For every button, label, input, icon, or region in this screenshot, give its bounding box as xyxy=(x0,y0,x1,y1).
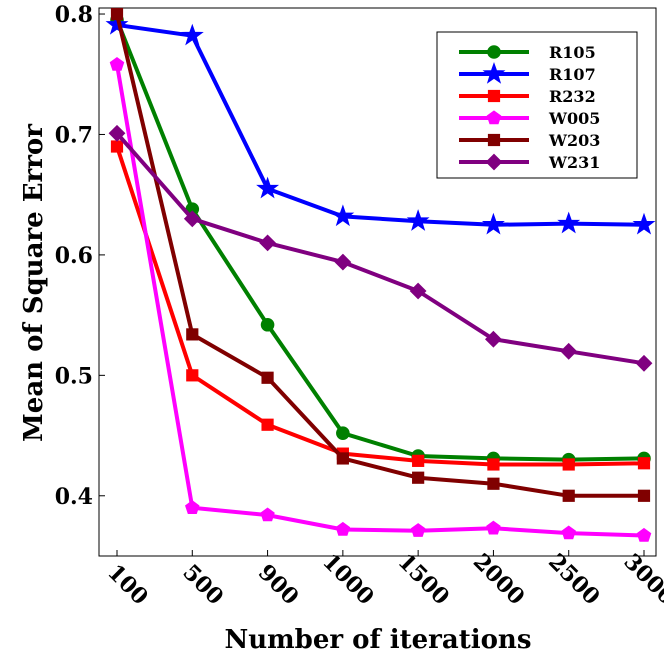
x-tick-label: 3000 xyxy=(618,549,664,611)
series-line xyxy=(115,64,645,538)
marker xyxy=(632,212,656,235)
marker xyxy=(335,521,351,536)
marker xyxy=(410,523,426,537)
series-line xyxy=(115,19,645,462)
legend: R105 R107 R232 W005 W203 W231 xyxy=(436,31,638,179)
marker xyxy=(109,56,125,71)
x-tick-label: 1500 xyxy=(393,549,455,611)
marker xyxy=(110,140,124,153)
y-tick-label: 0.5 xyxy=(55,363,93,389)
plot-frame xyxy=(98,7,657,557)
marker xyxy=(336,452,349,465)
legend-label: W005 xyxy=(548,109,600,128)
marker xyxy=(108,124,126,142)
marker xyxy=(636,527,652,542)
y-tick-label: 0.7 xyxy=(55,122,93,148)
marker xyxy=(259,234,277,252)
marker xyxy=(331,204,355,227)
marker xyxy=(561,525,576,540)
marker xyxy=(186,328,199,341)
x-tick-label: 500 xyxy=(178,559,229,610)
marker xyxy=(484,330,502,348)
legend-label: R232 xyxy=(549,87,596,106)
marker xyxy=(635,354,653,372)
y-tick-label: 0.8 xyxy=(55,2,93,28)
legend-label: R107 xyxy=(549,65,596,84)
x-axis-title: Number of iterations xyxy=(225,625,532,655)
marker xyxy=(260,507,275,522)
marker xyxy=(260,317,275,332)
marker xyxy=(637,489,651,502)
x-tick-label: 100 xyxy=(102,559,153,610)
marker xyxy=(110,7,124,21)
marker xyxy=(486,110,502,125)
marker xyxy=(261,418,274,431)
marker xyxy=(562,489,575,502)
marker xyxy=(409,282,427,300)
marker xyxy=(637,457,651,470)
marker xyxy=(183,210,201,228)
marker xyxy=(481,212,505,235)
marker xyxy=(487,89,501,103)
x-tick-label: 2000 xyxy=(468,549,530,611)
marker xyxy=(334,253,352,271)
marker xyxy=(412,454,425,467)
marker xyxy=(105,12,129,35)
legend-label: W231 xyxy=(548,153,600,172)
marker xyxy=(560,342,578,360)
series-line xyxy=(115,131,645,366)
marker xyxy=(486,520,501,535)
marker xyxy=(261,371,274,384)
marker xyxy=(557,211,581,234)
marker xyxy=(487,45,501,59)
marker xyxy=(256,176,280,199)
marker xyxy=(336,426,350,440)
marker xyxy=(180,23,204,46)
marker xyxy=(487,458,500,471)
series-line xyxy=(115,145,645,467)
marker xyxy=(487,133,501,147)
marker xyxy=(485,153,503,171)
legend-label: R105 xyxy=(549,43,596,62)
legend-box xyxy=(436,31,638,179)
y-axis-title: Mean of Square Error xyxy=(19,124,49,442)
series-line xyxy=(116,22,645,227)
marker xyxy=(562,458,575,471)
x-tick-label: 1000 xyxy=(317,549,379,611)
series-line xyxy=(115,13,644,498)
x-tick-label: 900 xyxy=(253,559,304,610)
marker xyxy=(186,369,199,382)
marker xyxy=(412,471,425,484)
legend-label: W203 xyxy=(548,131,600,150)
y-tick-label: 0.6 xyxy=(55,243,93,269)
marker xyxy=(482,61,506,84)
marker xyxy=(185,500,200,514)
marker xyxy=(406,209,430,231)
marker xyxy=(487,477,500,490)
y-tick-label: 0.4 xyxy=(55,484,93,510)
x-tick-label: 2500 xyxy=(543,549,605,611)
